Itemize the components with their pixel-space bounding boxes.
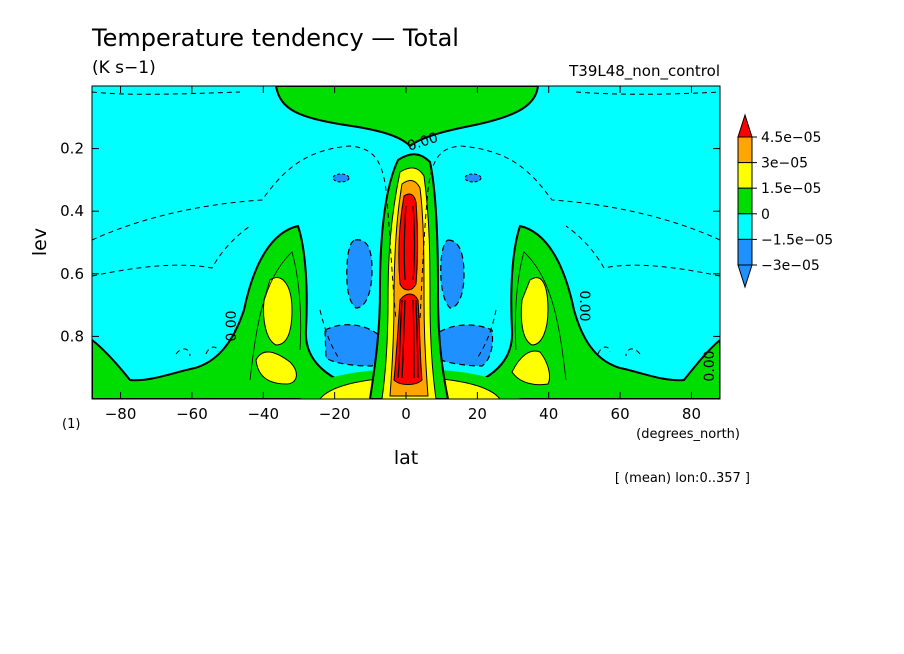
x-tick-label: 60 bbox=[611, 405, 630, 423]
equatorial-upper-red bbox=[398, 193, 418, 291]
colorbar: 4.5e−05 3e−05 1.5e−05 0 −1.5e−05 −3e−05 bbox=[737, 113, 833, 289]
x-tick-label: −40 bbox=[247, 405, 279, 423]
x-tick-label: −80 bbox=[105, 405, 137, 423]
stratospheric-warm-region bbox=[274, 86, 540, 148]
x-tick-label: −60 bbox=[176, 405, 208, 423]
colorbar-swatch bbox=[737, 162, 753, 189]
contour-label-pole: 0.00 bbox=[702, 350, 718, 381]
y-axis-label: lev bbox=[29, 228, 51, 256]
x-tick-label: 40 bbox=[539, 405, 558, 423]
x-tick-label: −20 bbox=[319, 405, 351, 423]
colorbar-bottom-arrow bbox=[737, 264, 753, 289]
scale-note: (1) bbox=[62, 417, 80, 432]
colorbar-label: −1.5e−05 bbox=[761, 232, 833, 248]
sh-upper-cool bbox=[346, 239, 373, 309]
sh-eddy bbox=[332, 173, 350, 183]
nh-midlat-yellow bbox=[520, 277, 549, 346]
x-axis-label: lat bbox=[394, 447, 418, 469]
colorbar-label: 3e−05 bbox=[761, 156, 808, 172]
y-axis-ticks: 0.2 0.4 0.6 0.8 bbox=[60, 140, 720, 345]
colorbar-label: 1.5e−05 bbox=[761, 181, 821, 197]
sh-midlat-warm-region bbox=[92, 224, 361, 399]
x-axis-ticks: −80 −60 −40 −20 0 20 40 60 80 bbox=[105, 86, 701, 423]
colorbar-label: 4.5e−05 bbox=[761, 130, 821, 146]
colorbar-label: 0 bbox=[761, 207, 770, 223]
nh-lower-cool bbox=[431, 324, 494, 367]
nh-lowlevel-yellow bbox=[511, 350, 551, 386]
dashed-contours bbox=[92, 91, 720, 361]
colorbar-swatch bbox=[737, 238, 753, 266]
y-tick-label: 0.2 bbox=[60, 140, 84, 158]
nh-eddy bbox=[464, 173, 482, 183]
x-tick-label: 0 bbox=[401, 405, 411, 423]
colorbar-label: −3e−05 bbox=[761, 258, 820, 274]
plot-area bbox=[92, 86, 720, 399]
colorbar-top-arrow bbox=[737, 113, 753, 138]
thin-solid-contours bbox=[249, 251, 567, 381]
x-tick-label: 20 bbox=[468, 405, 487, 423]
x-axis-units: (degrees_north) bbox=[636, 427, 740, 442]
sh-lower-cool bbox=[324, 324, 383, 367]
x-tick-label: 80 bbox=[682, 405, 701, 423]
equatorial-dense-contours bbox=[397, 205, 419, 379]
nh-upper-cool bbox=[440, 239, 465, 309]
colorbar-swatch bbox=[737, 187, 753, 215]
contour-label-sh: 0.00 bbox=[224, 310, 240, 341]
chart-title: Temperature tendency — Total bbox=[91, 24, 459, 52]
mean-note: [ (mean) lon:0..357 ] bbox=[615, 471, 750, 486]
y-tick-label: 0.4 bbox=[60, 202, 84, 220]
sh-lowlevel-yellow bbox=[255, 351, 297, 385]
colorbar-swatch bbox=[737, 213, 753, 240]
y-tick-label: 0.8 bbox=[60, 327, 84, 345]
y-tick-label: 0.6 bbox=[60, 265, 84, 283]
run-label: T39L48_non_control bbox=[568, 62, 720, 81]
colorbar-swatch bbox=[737, 136, 753, 164]
sh-midlat-yellow bbox=[263, 277, 293, 346]
units-label: (K s−1) bbox=[92, 58, 156, 78]
contour-label-nh: 0.00 bbox=[576, 290, 592, 321]
